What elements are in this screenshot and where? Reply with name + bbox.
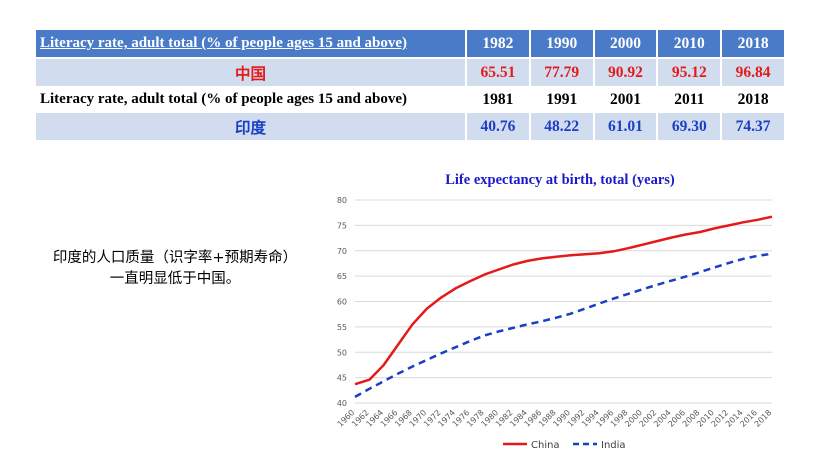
y-tick-label: 55 [337,323,347,332]
header-year: 2010 [657,30,723,58]
chart-title: Life expectancy at birth, total (years) [445,172,675,188]
y-tick-label: 75 [337,221,347,230]
y-tick-label: 80 [337,196,347,205]
note-line-2: 一直明显低于中国。 [109,271,241,287]
china-value: 77.79 [529,57,595,86]
y-tick-label: 70 [337,247,347,256]
header-year: 1982 [466,30,531,58]
china-value: 90.92 [593,57,659,86]
india-header-year: 1981 [466,86,530,113]
y-tick-label: 65 [337,272,347,281]
india-value: 74.37 [721,113,786,140]
commentary-note: 印度的人口质量（识字率+预期寿命） 一直明显低于中国。 [30,248,320,290]
india-row: 印度 40.76 48.22 61.01 69.30 74.37 [36,113,786,140]
header-year: 1990 [529,30,595,58]
india-header-year: 2011 [657,86,722,113]
china-value: 96.84 [721,57,786,86]
series-line-india [354,252,773,398]
literacy-table: Literacy rate, adult total (% of people … [36,30,786,140]
y-tick-label: 50 [337,348,347,357]
life-expectancy-chart: 4045505560657075801960196219641966196819… [336,196,774,451]
china-value: 95.12 [657,57,723,86]
india-value: 40.76 [466,113,531,140]
india-header-label: Literacy rate, adult total (% of people … [36,86,466,113]
china-label: 中国 [36,57,467,86]
india-header-year: 2018 [721,86,785,113]
y-tick-label: 40 [337,399,347,408]
china-row: 中国 65.51 77.79 90.92 95.12 96.84 [36,57,786,86]
india-value: 48.22 [529,113,595,140]
india-header-year: 2001 [593,86,658,113]
legend-label: China [531,440,560,451]
table-header-row: Literacy rate, adult total (% of people … [36,30,786,58]
header-year: 2000 [593,30,659,58]
india-value: 61.01 [593,113,659,140]
y-tick-label: 45 [337,374,347,383]
india-header-row: Literacy rate, adult total (% of people … [36,86,785,113]
india-label: 印度 [36,113,467,140]
series-line-china [354,215,773,386]
india-header-year: 1991 [529,86,594,113]
india-value: 69.30 [657,113,723,140]
china-value: 65.51 [466,57,531,86]
legend-label: India [601,440,626,451]
note-line-1: 印度的人口质量（识字率+预期寿命） [52,250,298,266]
header-label: Literacy rate, adult total (% of people … [36,30,467,58]
header-year: 2018 [721,30,786,58]
y-tick-label: 60 [337,298,347,307]
